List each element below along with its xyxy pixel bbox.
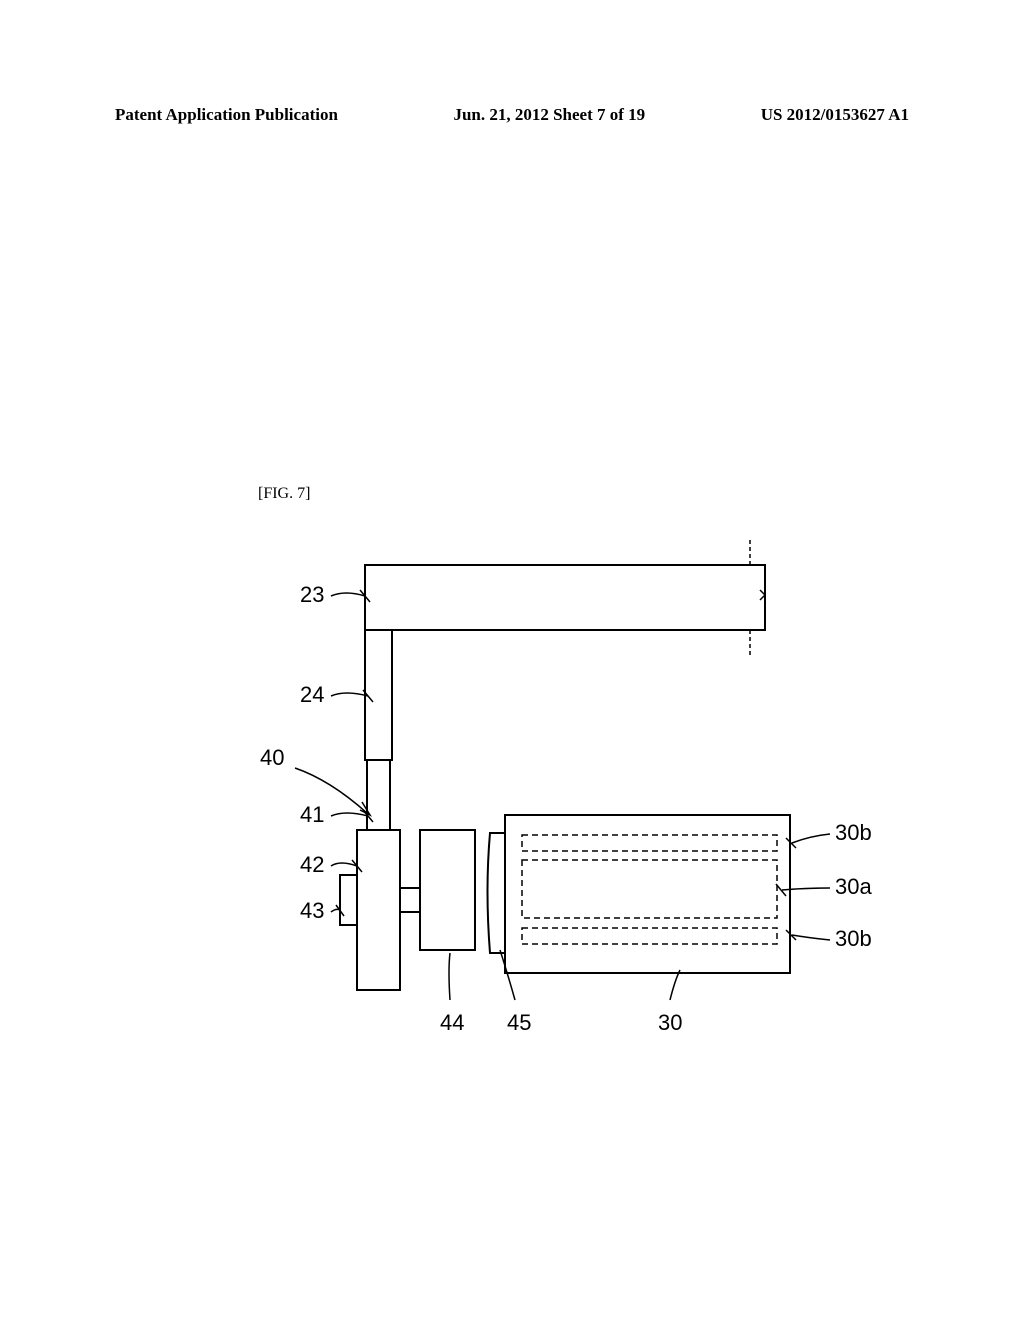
label-23: 23 xyxy=(300,582,324,607)
box-30 xyxy=(505,815,790,973)
leader-30b-top xyxy=(792,834,830,843)
plate-42 xyxy=(357,830,400,990)
label-42: 42 xyxy=(300,852,324,877)
dashed-30b-top xyxy=(522,835,777,851)
bar-23 xyxy=(365,565,765,630)
header-pub-number: US 2012/0153627 A1 xyxy=(761,105,909,125)
dashed-30b-bottom xyxy=(522,928,777,944)
leader-45 xyxy=(500,950,515,1000)
leader-23 xyxy=(331,593,365,596)
dashed-30a xyxy=(522,860,777,918)
label-40: 40 xyxy=(260,745,284,770)
label-24: 24 xyxy=(300,682,324,707)
label-43: 43 xyxy=(300,898,324,923)
leader-30b-bot xyxy=(792,935,830,940)
label-30: 30 xyxy=(658,1010,682,1035)
header-date-sheet: Jun. 21, 2012 Sheet 7 of 19 xyxy=(453,105,645,125)
box-44 xyxy=(420,830,475,950)
leader-42 xyxy=(331,863,357,866)
leader-30 xyxy=(670,970,680,1000)
leader-24 xyxy=(331,693,368,696)
header-publication-type: Patent Application Publication xyxy=(115,105,338,125)
label-30b-bot: 30b xyxy=(835,926,872,951)
shaft-24 xyxy=(365,630,392,760)
patent-diagram: 23 24 40 41 42 43 44 45 xyxy=(260,540,900,1040)
leader-44 xyxy=(449,953,450,1000)
label-44: 44 xyxy=(440,1010,464,1035)
page-header: Patent Application Publication Jun. 21, … xyxy=(0,105,1024,125)
label-30b-top: 30b xyxy=(835,820,872,845)
label-30a: 30a xyxy=(835,874,872,899)
leader-41 xyxy=(331,813,368,816)
housing-45 xyxy=(488,833,506,953)
block-43-left xyxy=(340,875,357,925)
label-45: 45 xyxy=(507,1010,531,1035)
label-41: 41 xyxy=(300,802,324,827)
figure-label: [FIG. 7] xyxy=(258,485,310,503)
connector-right xyxy=(400,888,420,912)
